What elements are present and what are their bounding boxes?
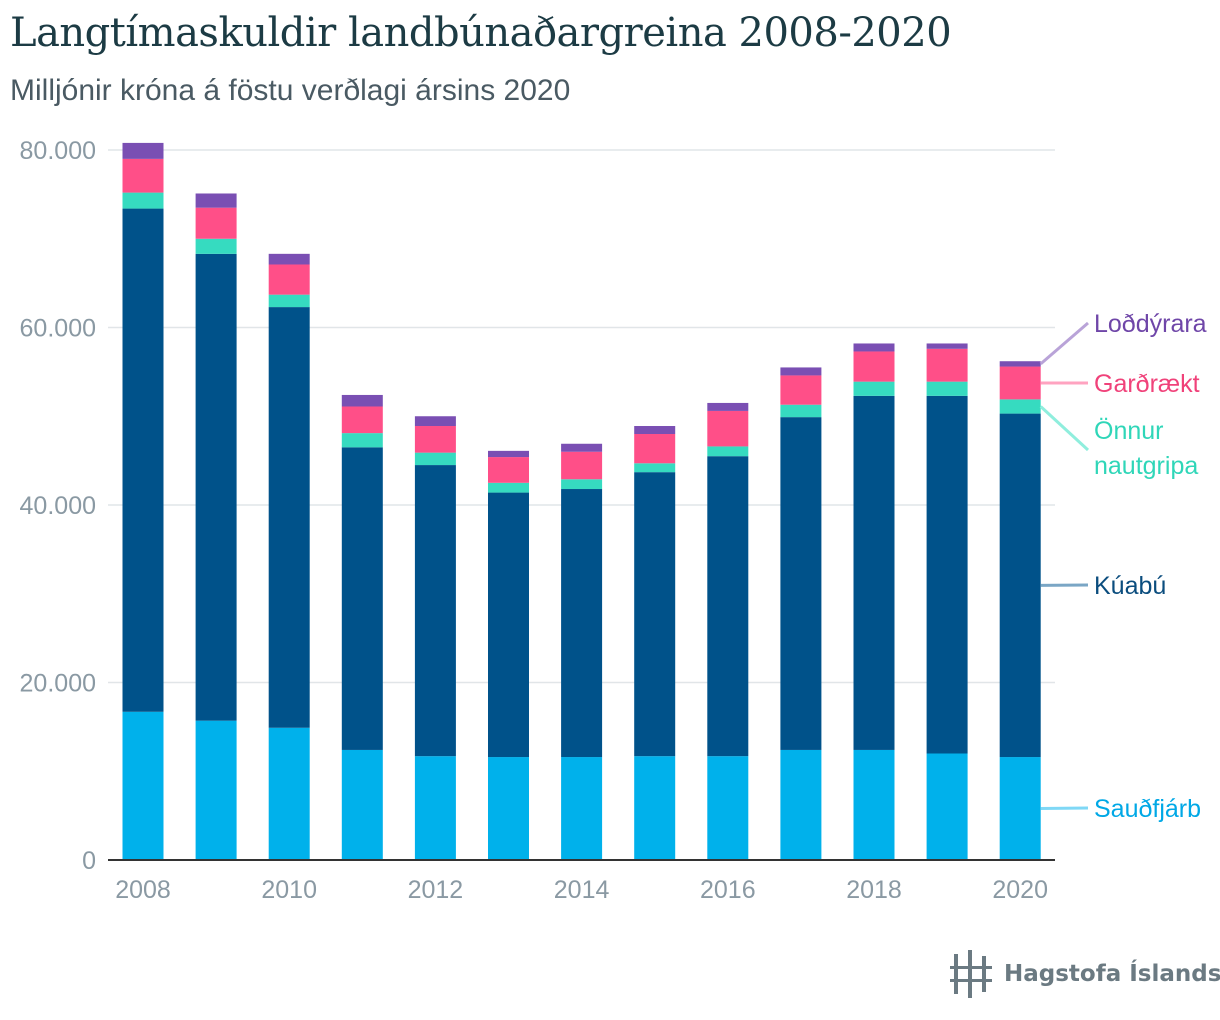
bar-segment [707, 410, 749, 447]
chart-subtitle: Milljónir króna á föstu verðlagi ársins … [10, 74, 571, 107]
bar-segment [999, 757, 1041, 860]
bar-segment [488, 450, 529, 458]
bar-segment [634, 463, 676, 473]
bar-segment [853, 351, 895, 382]
y-tick-label: 0 [82, 847, 96, 875]
legend-connector [1040, 806, 1089, 811]
bar-segment [999, 413, 1041, 758]
bar-segment [999, 399, 1041, 414]
bar-segment [780, 375, 822, 405]
y-tick-label: 20.000 [20, 670, 96, 698]
bar-segment [488, 482, 529, 493]
bar-segment [853, 343, 895, 352]
hagstofa-logo: Hagstofa Íslands [950, 950, 1220, 998]
bar-segment [999, 361, 1041, 367]
bar-segment [853, 749, 895, 860]
bar-segment [414, 416, 456, 427]
bar-segment [926, 395, 968, 754]
bar-segment [926, 343, 968, 349]
bar-segment [926, 753, 968, 860]
bar-segment [122, 142, 164, 159]
legend: Loðdýrara Garðrækt Önnur nautgripa Kúabú Sauð… [1039, 310, 1207, 823]
legend-connector [1039, 321, 1089, 366]
legend-label: Garðrækt [1094, 370, 1200, 398]
bar-segment [780, 749, 822, 860]
hagstofa-logo-icon [950, 950, 992, 998]
bar-segment [122, 158, 164, 193]
x-tick-label: 2020 [992, 876, 1048, 904]
bar-segment [780, 404, 822, 418]
bar-segment [268, 294, 310, 308]
bar-segment [488, 757, 529, 860]
x-tick-label: 2016 [700, 876, 756, 904]
bar-segment [414, 465, 456, 757]
bar-segment [414, 426, 456, 453]
bar-segment [926, 348, 968, 382]
bar-segment [195, 720, 237, 860]
bar-segment [707, 456, 749, 757]
bar-segment [561, 757, 603, 860]
x-tick-label: 2010 [261, 876, 317, 904]
bar-segment [341, 447, 383, 750]
x-tick-label: 2014 [554, 876, 610, 904]
bar-segment [780, 367, 822, 376]
bar-segment [707, 402, 749, 411]
y-tick-label: 80.000 [20, 137, 96, 165]
bar-segment [488, 492, 529, 758]
bar-segment [195, 238, 237, 254]
bar-segment [707, 756, 749, 860]
bar-segment [268, 727, 310, 860]
bar-segment [561, 479, 603, 490]
chart-title: Langtímaskuldir landbúnaðargreina 2008-2… [10, 10, 952, 56]
legend-label: Loðdýrara [1094, 310, 1207, 338]
legend-label: Sauðfjárb [1094, 795, 1201, 823]
bar-segment [414, 452, 456, 466]
bar-segment [268, 264, 310, 295]
legend-connector [1039, 405, 1090, 452]
bar-segment [561, 443, 603, 452]
bar-segment [341, 394, 383, 407]
bar-segment [926, 381, 968, 396]
y-axis-ticks: 0 20.000 40.000 60.000 80.000 [20, 137, 96, 875]
bar-segment [268, 253, 310, 265]
x-tick-label: 2018 [846, 876, 902, 904]
bar-segment [195, 253, 237, 721]
legend-label: Kúabú [1094, 572, 1166, 600]
bar-segment [999, 366, 1041, 400]
y-tick-label: 40.000 [20, 492, 96, 520]
bar-segment [414, 756, 456, 860]
bar-segment [122, 192, 164, 209]
bar-segment [122, 711, 164, 860]
bar-segment [634, 472, 676, 757]
bar-segment [341, 433, 383, 448]
bar-segment [634, 434, 676, 464]
bars [122, 142, 1041, 860]
y-tick-label: 60.000 [20, 315, 96, 343]
bar-segment [341, 406, 383, 434]
bar-segment [853, 395, 895, 750]
x-tick-label: 2012 [408, 876, 464, 904]
bar-segment [561, 451, 603, 480]
bar-segment [122, 208, 164, 712]
bar-segment [341, 749, 383, 860]
bar-segment [268, 307, 310, 728]
bar-segment [634, 756, 676, 860]
bar-segment [488, 457, 529, 483]
bar-segment [634, 426, 676, 434]
bar-segment [195, 193, 237, 208]
legend-label: nautgripa [1094, 452, 1198, 480]
bar-segment [780, 417, 822, 750]
x-axis-ticks: 2008 2010 2012 2014 2016 2018 2020 [115, 876, 1048, 904]
bar-segment [561, 489, 603, 758]
bar-segment [195, 207, 237, 239]
bar-segment [707, 446, 749, 457]
hagstofa-logo-text: Hagstofa Íslands [1004, 961, 1220, 987]
x-tick-label: 2008 [115, 876, 171, 904]
bar-segment [853, 381, 895, 396]
legend-label: Önnur [1094, 417, 1163, 445]
